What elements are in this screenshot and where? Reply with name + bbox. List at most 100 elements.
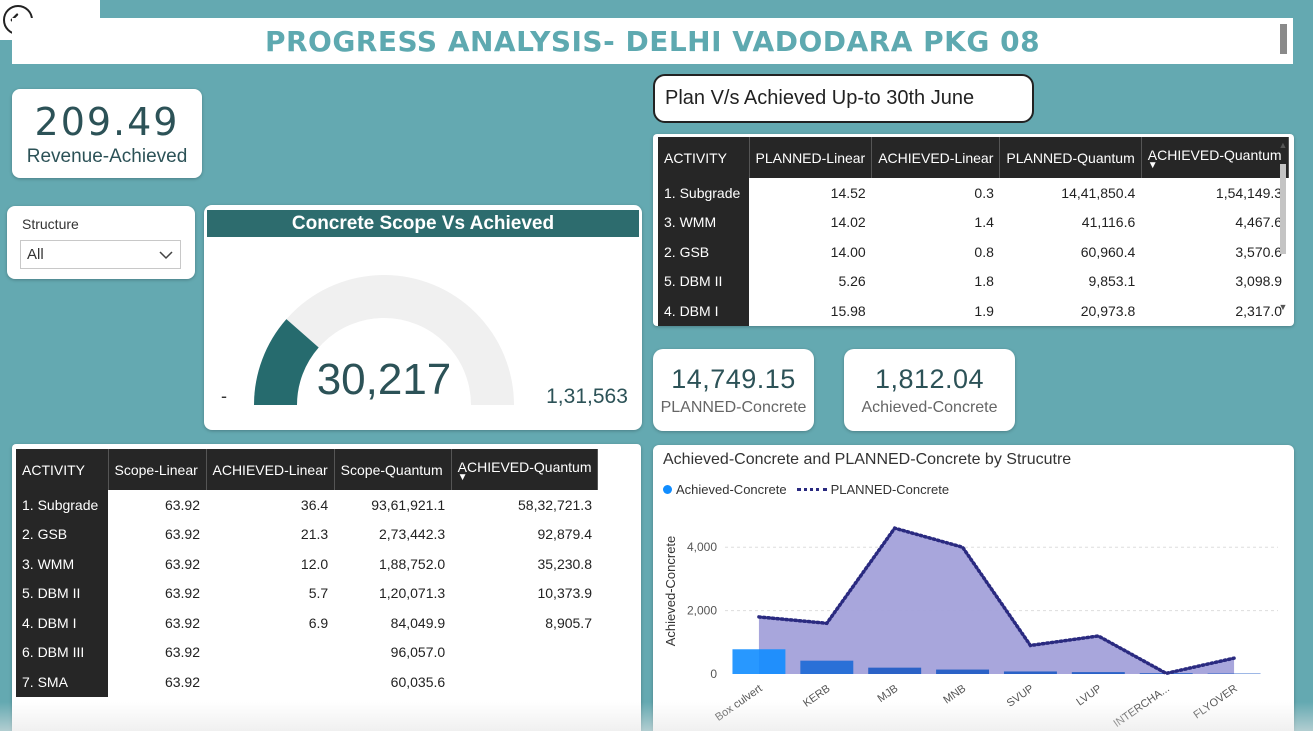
table-row[interactable]: 4. DBM I 63.92 6.9 84,049.9 8,905.7 (16, 608, 598, 638)
table-cell (206, 667, 334, 697)
table-cell: 2,317.0 (1235, 302, 1283, 319)
col-header-scope-quantum[interactable]: Scope-Quantum (334, 449, 452, 490)
table-cell: 63.92 (164, 526, 200, 543)
col-header-planned-quantum[interactable]: PLANNED-Quantum (999, 137, 1142, 178)
col-header-scope-linear[interactable]: Scope-Linear (108, 449, 207, 490)
table-row[interactable]: 7. SMA 63.92 60,035.6 (16, 667, 598, 697)
table-cell: 5.26 (838, 273, 866, 290)
chart-plot: 0 2,000 4,000 Achieved-Concrete Box culvert K… (663, 526, 1278, 730)
table-cell: 63.92 (164, 585, 200, 602)
table-cell: 60,035.6 (390, 673, 446, 690)
row-activity-cell: 3. WMM (658, 207, 749, 237)
table-row[interactable]: 1. Subgrade 14.52 0.3 14,41,850.4 1,54,149.3 (658, 178, 1288, 208)
planned-area[interactable] (758, 528, 1235, 674)
table-cell: 41,116.6 (1081, 214, 1136, 231)
col-header-activity[interactable]: ACTIVITY (658, 137, 750, 178)
table-cell: 1.4 (974, 214, 994, 231)
x-tick-label: MNB (941, 683, 968, 707)
row-activity-cell: 4. DBM I (658, 296, 749, 326)
table-row[interactable]: 4. DBM I 15.98 1.9 20,973.8 2,317.0 (658, 296, 1288, 326)
table-row[interactable]: 2. GSB 63.92 21.3 2,73,442.3 92,879.4 (16, 519, 598, 549)
table-row[interactable]: 5. DBM II 5.26 1.8 9,853.1 3,098.9 (658, 266, 1288, 296)
plan-table-scrollbar[interactable]: ▲ ▼ (1278, 140, 1288, 312)
table-cell: 93,61,921.1 (371, 496, 446, 513)
revenue-value: 209.49 (34, 99, 180, 144)
achieved-bar[interactable] (800, 660, 854, 674)
revenue-label: Revenue-Achieved (26, 145, 188, 167)
planned-concrete-label: PLANNED-Concrete (660, 398, 807, 416)
col-header-achieved-linear[interactable]: ACHIEVED-Linear (871, 137, 1001, 178)
table-row[interactable]: 1. Subgrade 63.92 36.4 93,61,921.1 58,32,721… (16, 490, 598, 520)
gauge-track (254, 275, 514, 405)
scope-table-body: 1. Subgrade 63.92 36.4 93,61,921.1 58,32,721… (16, 490, 598, 697)
col-header-achieved-quantum[interactable]: ACHIEVED-Quantum ▼ (1141, 137, 1289, 178)
table-cell: 20,973.8 (1080, 302, 1136, 319)
table-cell: 92,879.4 (537, 526, 592, 543)
table-cell: 6.9 (308, 614, 329, 631)
sort-desc-icon: ▼ (1147, 159, 1158, 171)
legend-achieved-label[interactable]: Achieved-Concrete (676, 482, 787, 497)
revenue-card: 209.49 Revenue-Achieved (12, 89, 202, 178)
chevron-down-icon (159, 251, 173, 260)
col-header-achieved-linear[interactable]: ACHIEVED-Linear (206, 449, 335, 490)
achieved-bar[interactable] (868, 667, 922, 674)
planned-line[interactable] (757, 526, 1236, 676)
scroll-up-icon[interactable]: ▲ (1278, 140, 1288, 150)
concrete-by-structure-chart: Achieved-Concrete and PLANNED-Concrete b… (653, 445, 1294, 731)
table-cell: 60,960.4 (1080, 243, 1136, 260)
achieved-bar[interactable] (1003, 671, 1057, 674)
table-row[interactable]: 3. WMM 63.92 12.0 1,88,752.0 35,230.8 (16, 549, 598, 579)
row-activity-cell: 6. DBM III (16, 637, 108, 667)
table-cell: 63.92 (164, 555, 200, 572)
x-tick-label: Box culvert (713, 683, 764, 724)
y-tick-label: 4,000 (687, 540, 717, 554)
col-header-planned-linear[interactable]: PLANNED-Linear (749, 137, 873, 178)
row-activity-cell: 5. DBM II (658, 266, 749, 296)
x-tick-label: MJB (876, 683, 901, 705)
gauge-title: Concrete Scope Vs Achieved (207, 210, 639, 237)
concrete-gauge-card: Concrete Scope Vs Achieved 30,217 - 1,31… (204, 205, 642, 430)
table-cell: 1.9 (974, 302, 994, 319)
table-cell: 15.98 (830, 302, 866, 319)
table-cell: 8,905.7 (545, 614, 592, 631)
col-header-activity[interactable]: ACTIVITY (16, 449, 109, 490)
table-cell: 3,098.9 (1235, 273, 1283, 290)
structure-dropdown[interactable]: All (20, 240, 181, 269)
table-cell: 4,467.6 (1235, 214, 1283, 231)
table-cell: 21.3 (300, 526, 329, 543)
planned-concrete-card: 14,749.15 PLANNED-Concrete (653, 349, 814, 431)
col-header-achieved-quantum[interactable]: ACHIEVED-Quantum ▼ (451, 449, 599, 490)
table-cell (451, 638, 598, 668)
title-scrollbar[interactable] (1280, 24, 1287, 54)
achieved-bar[interactable] (732, 649, 786, 674)
table-cell: 1,54,149.3 (1215, 184, 1283, 201)
table-cell: 63.92 (164, 496, 200, 513)
achieved-bar[interactable] (936, 669, 990, 674)
dropdown-value: All (27, 246, 44, 263)
achieved-bar[interactable] (1071, 672, 1125, 674)
gauge-max-label: 1,31,563 (546, 385, 628, 408)
table-row[interactable]: 5. DBM II 63.92 5.7 1,20,071.3 10,373.9 (16, 578, 598, 608)
table-cell: 96,057.0 (390, 644, 446, 661)
row-activity-cell: 2. GSB (16, 519, 108, 549)
slicer-label: Structure (22, 216, 79, 232)
table-cell: 35,230.8 (537, 555, 592, 572)
table-cell: 14,41,850.4 (1061, 184, 1136, 201)
legend-planned-swatch (796, 488, 827, 491)
gauge-fill (254, 319, 319, 405)
table-row[interactable]: 3. WMM 14.02 1.4 41,116.6 4,467.6 (658, 207, 1288, 237)
x-tick-label: SVUP (1005, 683, 1036, 710)
table-cell: 58,32,721.3 (518, 496, 592, 513)
table-cell: 63.92 (164, 673, 200, 690)
row-activity-cell: 2. GSB (658, 237, 749, 267)
table-row[interactable]: 6. DBM III 63.92 96,057.0 (16, 637, 598, 668)
plan-table-card: ACTIVITY PLANNED-Linear ACHIEVED-Linear … (653, 134, 1294, 326)
legend-planned-label[interactable]: PLANNED-Concrete (830, 482, 950, 497)
table-cell: 0.3 (974, 184, 994, 201)
scroll-thumb[interactable] (1280, 164, 1286, 254)
table-cell: 14.02 (830, 214, 866, 231)
scroll-down-icon[interactable]: ▼ (1278, 302, 1288, 312)
table-row[interactable]: 2. GSB 14.00 0.8 60,960.4 3,570.6 (658, 237, 1288, 267)
chart-title: Achieved-Concrete and PLANNED-Concrete b… (663, 451, 1072, 468)
y-axis-label: Achieved-Concrete (663, 536, 678, 647)
